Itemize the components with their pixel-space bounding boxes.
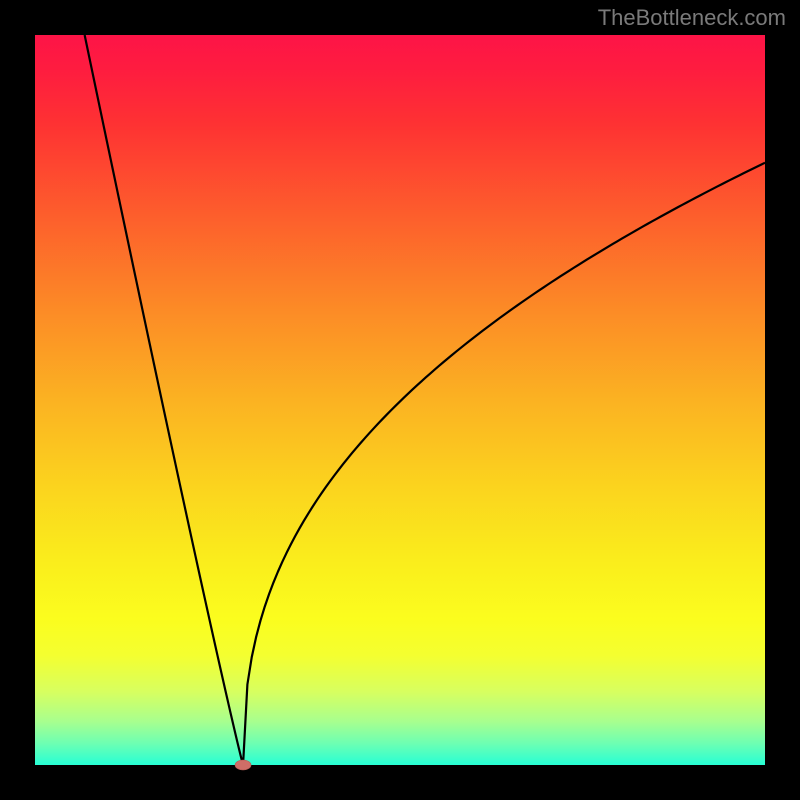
dip-marker — [235, 760, 251, 770]
chart-wrapper: TheBottleneck.com — [0, 0, 800, 800]
chart-svg — [0, 0, 800, 800]
watermark-text: TheBottleneck.com — [598, 5, 786, 31]
